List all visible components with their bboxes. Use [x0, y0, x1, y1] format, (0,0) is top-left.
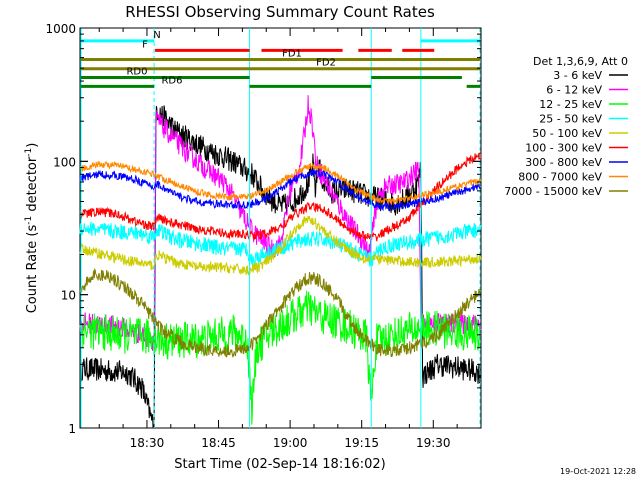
plot-area: NF FD1 FD2 RD0 RD6 18:30 18:45 19:00 19:15 19:30…: [45, 22, 482, 450]
legend-label-7: 800 - 7000 keV: [518, 171, 602, 184]
flag-label-fd2: FD2: [316, 58, 336, 69]
x-axis-label: Start Time (02-Sep-14 18:16:02): [174, 457, 385, 472]
y-axis-label: Count Rate (s-1 detector-1): [24, 143, 40, 314]
legend-label-2: 12 - 25 keV: [539, 98, 602, 111]
flag-label-f: F: [142, 39, 148, 50]
series-line-2: [79, 290, 482, 425]
y-ticks: 1 10 100 1000: [45, 22, 481, 436]
legend-label-1: 6 - 12 keV: [546, 84, 602, 97]
y-tick-label-0: 1: [68, 422, 76, 436]
series-line-6: [79, 169, 482, 212]
series-line-7: [79, 160, 482, 206]
x-tick-label-2: 19:00: [273, 436, 308, 450]
timestamp: 19-Oct-2021 12:28: [560, 467, 636, 476]
flag-label-n: N: [153, 30, 160, 41]
flag-label-rd6: RD6: [161, 75, 182, 86]
x-tick-label-3: 19:15: [344, 436, 379, 450]
series-line-0: [79, 105, 482, 428]
legend: Det 1,3,6,9, Att 0 3 - 6 keV 6 - 12 keV12…: [504, 55, 628, 198]
x-tick-label-4: 19:30: [416, 436, 451, 450]
series-line-8: [79, 267, 482, 358]
flag-bars: NF FD1 FD2 RD0 RD6: [81, 30, 480, 88]
chart-title: RHESSI Observing Summary Count Rates: [125, 3, 435, 21]
legend-label-5: 100 - 300 keV: [525, 142, 602, 155]
y-tick-label-3: 1000: [45, 22, 76, 36]
legend-header: Det 1,3,6,9, Att 0: [533, 55, 628, 68]
series-line-5: [79, 152, 482, 242]
y-tick-label-1: 10: [61, 289, 76, 303]
legend-label-6: 300 - 800 keV: [525, 156, 602, 169]
y-tick-label-2: 100: [53, 155, 76, 169]
y-axis-label-part2: detector: [25, 156, 40, 216]
legend-label-8: 7000 - 15000 keV: [504, 185, 602, 198]
series-line-4: [79, 215, 482, 276]
flag-label-fd1: FD1: [282, 49, 302, 60]
y-axis-label-sup2: -1: [24, 148, 34, 157]
y-axis-label-part3: ): [25, 143, 40, 148]
flag-label-rd0: RD0: [126, 67, 147, 78]
legend-label-0: 3 - 6 keV: [553, 69, 602, 82]
y-axis-label-sup1: -1: [24, 216, 34, 225]
mode-change-lines: [80, 28, 481, 428]
y-axis-label-part1: Count Rate (s: [25, 225, 40, 314]
legend-label-4: 50 - 100 keV: [532, 127, 602, 140]
x-tick-label-0: 18:30: [130, 436, 165, 450]
x-ticks: 18:30 18:45 19:00 19:15 19:30: [98, 28, 482, 450]
x-tick-label-1: 18:45: [201, 436, 236, 450]
legend-label-3: 25 - 50 keV: [539, 113, 602, 126]
series-layer: [79, 95, 482, 428]
